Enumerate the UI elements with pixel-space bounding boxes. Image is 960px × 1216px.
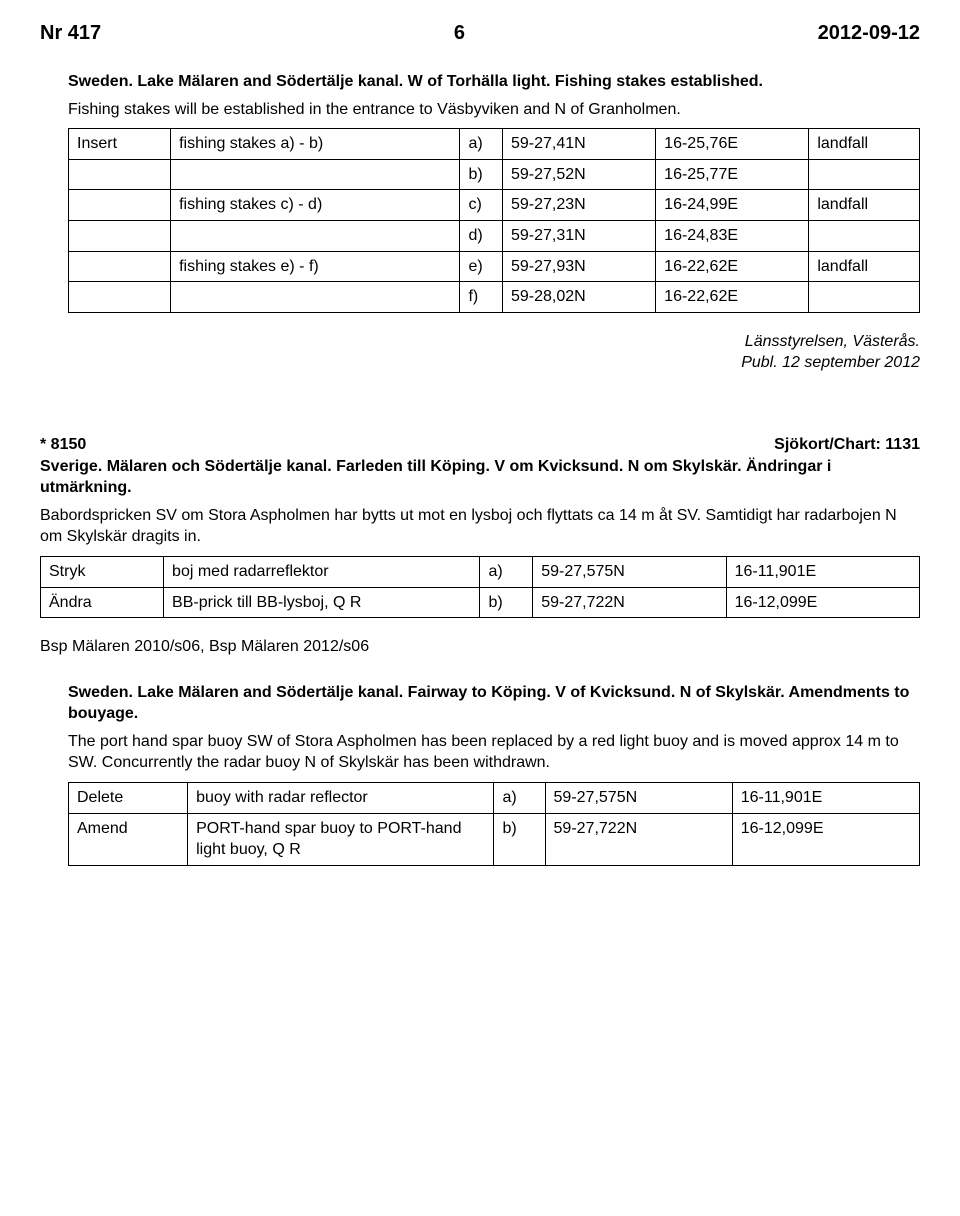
cell: 16-12,099E — [732, 813, 919, 865]
cell — [809, 282, 920, 313]
cell: 59-27,722N — [533, 587, 726, 618]
cell — [69, 190, 171, 221]
cell — [69, 159, 171, 190]
cell: 16-22,62E — [656, 251, 809, 282]
table-row: d) 59-27,31N 16-24,83E — [69, 220, 920, 251]
cell: e) — [460, 251, 503, 282]
cell: Ändra — [41, 587, 164, 618]
block2-desc-sv: Babordspricken SV om Stora Aspholmen har… — [40, 505, 920, 548]
cell: fishing stakes a) - b) — [171, 129, 460, 160]
cell — [809, 220, 920, 251]
cell — [171, 220, 460, 251]
cell: d) — [460, 220, 503, 251]
cell: 16-11,901E — [726, 556, 919, 587]
cell: 16-25,77E — [656, 159, 809, 190]
table-row: Insert fishing stakes a) - b) a) 59-27,4… — [69, 129, 920, 160]
notice-id: * 8150 — [40, 434, 86, 456]
cell: 59-28,02N — [503, 282, 656, 313]
cell: 16-12,099E — [726, 587, 919, 618]
table-row: Stryk boj med radarreflektor a) 59-27,57… — [41, 556, 920, 587]
cell: 59-27,575N — [533, 556, 726, 587]
cell: b) — [480, 587, 533, 618]
table-row: Ändra BB-prick till BB-lysboj, Q R b) 59… — [41, 587, 920, 618]
cell: 59-27,41N — [503, 129, 656, 160]
cell — [809, 159, 920, 190]
cell: a) — [480, 556, 533, 587]
table-row: b) 59-27,52N 16-25,77E — [69, 159, 920, 190]
cell: b) — [460, 159, 503, 190]
cell: Stryk — [41, 556, 164, 587]
table-row: Amend PORT-hand spar buoy to PORT-hand l… — [69, 813, 920, 865]
cell: landfall — [809, 190, 920, 221]
cell: b) — [494, 813, 545, 865]
cell: landfall — [809, 251, 920, 282]
cell: a) — [460, 129, 503, 160]
block1-title: Sweden. Lake Mälaren and Södertälje kana… — [68, 71, 920, 93]
cell: 16-25,76E — [656, 129, 809, 160]
cell: 59-27,93N — [503, 251, 656, 282]
block2-table-sv: Stryk boj med radarreflektor a) 59-27,57… — [40, 556, 920, 618]
block2-title-en: Sweden. Lake Mälaren and Södertälje kana… — [68, 682, 920, 725]
cell — [171, 159, 460, 190]
cell: 16-24,99E — [656, 190, 809, 221]
header-right: 2012-09-12 — [818, 20, 920, 47]
cell: landfall — [809, 129, 920, 160]
cell: c) — [460, 190, 503, 221]
cell: 59-27,575N — [545, 783, 732, 814]
cell: 59-27,23N — [503, 190, 656, 221]
table-row: fishing stakes c) - d) c) 59-27,23N 16-2… — [69, 190, 920, 221]
table-row: fishing stakes e) - f) e) 59-27,93N 16-2… — [69, 251, 920, 282]
cell: boj med radarreflektor — [164, 556, 480, 587]
cell: BB-prick till BB-lysboj, Q R — [164, 587, 480, 618]
cell: fishing stakes c) - d) — [171, 190, 460, 221]
cell: buoy with radar reflector — [188, 783, 494, 814]
page-header: Nr 417 6 2012-09-12 — [40, 20, 920, 47]
block1-publ: Publ. 12 september 2012 — [40, 352, 920, 374]
chart-ref: Sjökort/Chart: 1131 — [774, 434, 920, 456]
cell: f) — [460, 282, 503, 313]
cell: 16-24,83E — [656, 220, 809, 251]
cell: Insert — [69, 129, 171, 160]
table-row: Delete buoy with radar reflector a) 59-2… — [69, 783, 920, 814]
cell: 59-27,722N — [545, 813, 732, 865]
block2-table-en: Delete buoy with radar reflector a) 59-2… — [68, 782, 920, 866]
cell — [171, 282, 460, 313]
cell: PORT-hand spar buoy to PORT-hand light b… — [188, 813, 494, 865]
block1-table: Insert fishing stakes a) - b) a) 59-27,4… — [68, 128, 920, 313]
table-row: f) 59-28,02N 16-22,62E — [69, 282, 920, 313]
cell: a) — [494, 783, 545, 814]
header-left: Nr 417 — [40, 20, 101, 47]
block1-source: Länsstyrelsen, Västerås. — [40, 331, 920, 353]
block2-id-row: * 8150 Sjökort/Chart: 1131 — [40, 434, 920, 456]
cell — [69, 282, 171, 313]
cell — [69, 251, 171, 282]
cell: 59-27,52N — [503, 159, 656, 190]
cell: 16-22,62E — [656, 282, 809, 313]
header-center: 6 — [454, 20, 465, 47]
cell: fishing stakes e) - f) — [171, 251, 460, 282]
block2-desc-en: The port hand spar buoy SW of Stora Asph… — [68, 731, 920, 774]
cell: Delete — [69, 783, 188, 814]
cell: 16-11,901E — [732, 783, 919, 814]
bsp-line: Bsp Mälaren 2010/s06, Bsp Mälaren 2012/s… — [40, 636, 920, 658]
block1-desc: Fishing stakes will be established in th… — [68, 99, 920, 121]
cell: 59-27,31N — [503, 220, 656, 251]
cell: Amend — [69, 813, 188, 865]
block2-title-sv: Sverige. Mälaren och Södertälje kanal. F… — [40, 456, 920, 499]
cell — [69, 220, 171, 251]
